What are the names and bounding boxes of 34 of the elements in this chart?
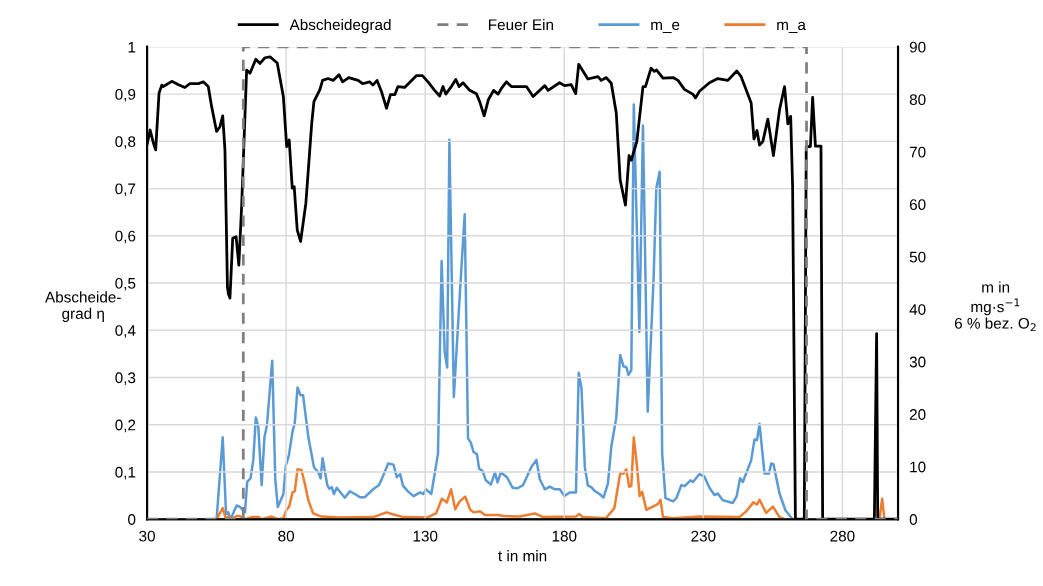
y-tick-label: 0,8 [115,136,136,149]
y2-axis-title: m in mg·s$^{−1}$ 6 % bez. O$_{2}$ [954,281,1036,332]
legend-label: Feuer Ein [489,18,553,31]
y2-tick-label: 30 [909,356,926,368]
legend-label: Abscheidegrad [289,18,391,34]
y2-tick-label: 10 [910,461,926,473]
x-tick-label: 180 [552,530,577,542]
y-tick-label: 0,5 [115,277,136,291]
y2-tick-label: 20 [909,409,926,420]
y2-tick-label: 60 [909,199,926,210]
x-tick-label: 80 [278,530,295,542]
y-tick-label: 0,3 [115,372,136,385]
y-tick-label: 0,9 [115,88,136,102]
x-tick-label: 230 [691,530,716,542]
y-tick-label: 0,6 [115,230,136,244]
y-tick-label: 0,7 [115,183,136,197]
y-tick-label: 0 [128,514,136,525]
y-tick-label: 0,4 [115,325,136,338]
legend-label: m_e [651,21,680,33]
y2-tick-label: 40 [909,304,926,315]
x-axis-title: t in min [498,550,547,562]
x-tick-label: 130 [413,530,438,542]
legend-label: m_a [777,21,806,33]
y2-tick-label: 50 [909,251,926,263]
y-tick-label: 0,2 [115,419,136,433]
y-axis-title: Abscheide- grad η [45,291,121,322]
y2-tick-label: 0 [909,514,918,525]
y2-tick-label: 70 [909,146,926,158]
y2-tick-label: 80 [909,94,926,106]
x-tick-label: 280 [830,530,855,542]
y2-tick-label: 90 [909,41,926,53]
y-tick-label: 1 [128,41,136,53]
x-tick-label: 30 [139,530,155,542]
y-tick-label: 0,1 [115,466,136,480]
